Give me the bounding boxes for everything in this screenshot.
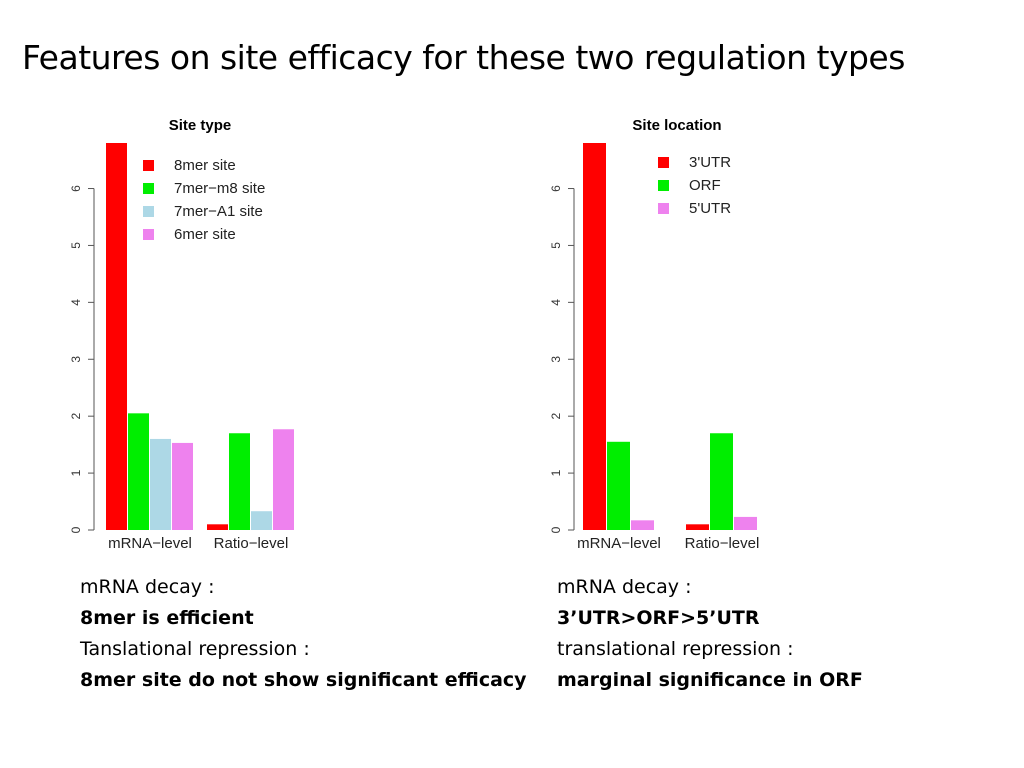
site-location-bar xyxy=(631,520,654,530)
site-type-bar xyxy=(106,143,127,530)
site-location-legend-swatch xyxy=(658,203,669,214)
site-type-legend-label: 7mer−m8 site xyxy=(174,180,265,197)
slide-title: Features on site efficacy for these two … xyxy=(22,38,905,77)
site-type-y-tick-label: 2 xyxy=(69,413,83,420)
caption-left-line-1: mRNA decay : xyxy=(80,576,215,598)
site-type-bar xyxy=(207,524,228,530)
site-location-y-tick-label: 2 xyxy=(549,413,563,420)
caption-right-line-1: mRNA decay : xyxy=(557,576,692,598)
site-type-x-category-label: Ratio−level xyxy=(214,535,289,552)
site-location-y-tick-label: 6 xyxy=(549,185,563,192)
site-location-bar xyxy=(710,433,733,530)
site-location-legend-swatch xyxy=(658,157,669,168)
caption-site-location: mRNA decay : 3’UTR>ORF>5’UTR translation… xyxy=(557,572,863,696)
site-type-legend-swatch xyxy=(143,160,154,171)
site-location-bar xyxy=(607,441,630,530)
site-location-y-tick-label: 0 xyxy=(549,526,563,533)
site-location-y-tick-label: 4 xyxy=(549,299,563,306)
site-type-bar xyxy=(273,429,294,530)
site-type-y-tick-label: 5 xyxy=(69,242,83,249)
site-location-y-tick-label: 3 xyxy=(549,356,563,363)
site-location-bar xyxy=(583,143,606,530)
caption-right-line-4: marginal significance in ORF xyxy=(557,669,863,691)
site-type-legend-swatch xyxy=(143,206,154,217)
site-type-y-tick-label: 1 xyxy=(69,469,83,476)
site-type-bar xyxy=(251,511,272,530)
site-type-legend-swatch xyxy=(143,183,154,194)
site-type-legend-label: 8mer site xyxy=(174,157,236,174)
site-type-y-tick-label: 4 xyxy=(69,299,83,306)
site-location-y-tick-label: 5 xyxy=(549,242,563,249)
site-type-bar xyxy=(128,413,149,530)
site-location-legend-swatch xyxy=(658,180,669,191)
site-location-legend-label: 5'UTR xyxy=(689,200,731,217)
site-type-legend-label: 6mer site xyxy=(174,226,236,243)
site-type-x-category-label: mRNA−level xyxy=(108,535,192,552)
site-type-bar xyxy=(172,442,193,530)
caption-left-line-2: 8mer is efficient xyxy=(80,607,254,629)
site-type-chart-title: Site type xyxy=(169,117,232,134)
site-type-y-tick-label: 0 xyxy=(69,526,83,533)
site-location-bar xyxy=(734,516,757,530)
site-location-y-tick-label: 1 xyxy=(549,469,563,476)
caption-right-line-3: translational repression : xyxy=(557,638,794,660)
site-location-bar xyxy=(686,524,709,530)
caption-right-line-2: 3’UTR>ORF>5’UTR xyxy=(557,607,760,629)
caption-site-type: mRNA decay : 8mer is efficient Tanslatio… xyxy=(80,572,527,696)
site-location-x-category-label: Ratio−level xyxy=(685,535,760,552)
site-type-y-tick-label: 6 xyxy=(69,185,83,192)
site-location-chart-title: Site location xyxy=(632,117,721,134)
site-location-chart: Site location 0 1 2 3 4 5 6 mRNA−level Ratio−leve… xyxy=(549,117,760,552)
site-type-chart: Site type 0 1 2 3 4 5 6 mRNA−level Ratio−level 8me… xyxy=(69,117,294,552)
site-type-y-tick-label: 3 xyxy=(69,356,83,363)
site-location-legend-label: ORF xyxy=(689,177,721,194)
site-type-legend-label: 7mer−A1 site xyxy=(174,203,263,220)
site-type-legend-swatch xyxy=(143,229,154,240)
caption-left-line-4: 8mer site do not show significant effica… xyxy=(80,669,527,691)
site-location-legend-label: 3'UTR xyxy=(689,154,731,171)
site-type-bar xyxy=(229,433,250,530)
site-location-x-category-label: mRNA−level xyxy=(577,535,661,552)
site-type-bar xyxy=(150,438,171,530)
caption-left-line-3: Tanslational repression : xyxy=(80,638,310,660)
